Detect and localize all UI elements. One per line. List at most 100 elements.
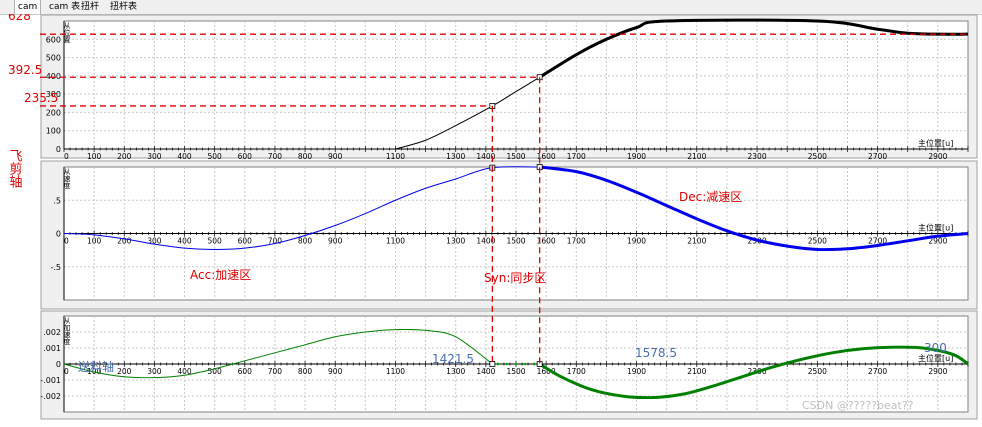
position-x-axis-title: 主位置[u]: [918, 138, 953, 148]
acceleration-x-tick-label: 1700: [567, 367, 586, 376]
tab-torsion-bar[interactable]: 扭杆: [81, 2, 100, 12]
acc-zone-label: Acc:加速区: [190, 268, 251, 282]
velocity-x-tick-label: 300: [147, 237, 162, 246]
position-y-tick-label: 400: [46, 72, 61, 81]
annotation-392-5: 392.5: [8, 63, 42, 77]
velocity-series-thin: [64, 167, 540, 250]
position-x-tick-label: 0: [64, 152, 69, 161]
velocity-x-tick-label: 1300: [446, 237, 465, 246]
velocity-y-tick-label: 0: [56, 230, 61, 239]
velocity-x-tick-label: 400: [177, 237, 192, 246]
annotation-235-5: 235.5: [24, 91, 58, 105]
acceleration-x-tick-label: 1500: [506, 367, 525, 376]
position-x-tick-label: 100: [87, 152, 102, 161]
position-x-tick-label: 2700: [868, 152, 887, 161]
position-y-tick-label: 0: [56, 145, 61, 154]
acceleration-x-axis-title: 主位置[u]: [918, 353, 953, 363]
feed-axis-label: 送料轴: [78, 359, 114, 374]
acceleration-x-tick-label: 1900: [627, 367, 646, 376]
acceleration-x-tick-label: 800: [298, 367, 313, 376]
velocity-x-tick-label: 800: [298, 237, 313, 246]
position-x-tick-label: 400: [177, 152, 192, 161]
velocity-x-tick-label: 100: [87, 237, 102, 246]
velocity-x-tick-label: 1400: [476, 237, 495, 246]
velocity-x-tick-label: 1700: [567, 237, 586, 246]
velocity-y-axis-title: 从速度: [63, 168, 71, 190]
position-x-tick-label: 1500: [506, 152, 525, 161]
position-x-tick-label: 900: [328, 152, 343, 161]
position-x-tick-label: 1400: [476, 152, 495, 161]
acceleration-x-tick-label: 2700: [868, 367, 887, 376]
acceleration-x-tick-label: 1400: [476, 367, 495, 376]
acceleration-x-tick-label: 900: [328, 367, 343, 376]
tab-cam-table[interactable]: cam 表: [49, 2, 81, 12]
position-x-tick-label: 1300: [446, 152, 465, 161]
position-x-tick-label: 2100: [687, 152, 706, 161]
acceleration-zero-marker: [532, 362, 536, 366]
acceleration-x-tick-label: 300: [147, 367, 162, 376]
acceleration-x-tick-label: 100: [87, 367, 102, 376]
acceleration-y-tick-label: .001: [43, 344, 61, 353]
velocity-y-tick-label: -.5: [50, 263, 61, 272]
position-y-tick-label: 200: [46, 108, 61, 117]
position-x-tick-label: 1600: [537, 152, 556, 161]
acceleration-x-tick-label: 1300: [446, 367, 465, 376]
position-y-tick-label: 100: [46, 127, 61, 136]
acceleration-x-tick-label: 400: [177, 367, 192, 376]
acceleration-series-thick: [540, 347, 968, 398]
acceleration-y-tick-label: -.002: [40, 392, 61, 401]
velocity-x-tick-label: 600: [238, 237, 253, 246]
annotation-628: 628: [8, 14, 31, 23]
velocity-y-tick-label: .5: [53, 196, 61, 205]
acceleration-x-tick-label: 1600: [537, 367, 556, 376]
position-x-tick-label: 300: [147, 152, 162, 161]
position-series-thick: [540, 20, 968, 77]
x-label-1578-5: 1578.5: [635, 346, 677, 360]
acceleration-series-thin: [64, 329, 492, 377]
velocity-x-tick-label: 500: [208, 237, 223, 246]
position-x-tick-label: 600: [238, 152, 253, 161]
acceleration-zero-marker: [505, 362, 509, 366]
position-x-tick-label: 2900: [928, 152, 947, 161]
acceleration-x-tick-label: 2500: [808, 367, 827, 376]
acceleration-x-tick-label: 2900: [928, 367, 947, 376]
acceleration-x-tick-label: 1100: [386, 367, 405, 376]
x-label-1421-5: 1421.5: [432, 352, 474, 366]
velocity-x-tick-label: 200: [117, 237, 132, 246]
acceleration-y-tick-label: .002: [43, 328, 61, 337]
acceleration-y-tick-label: -.001: [40, 376, 61, 385]
position-x-tick-label: 2500: [808, 152, 827, 161]
acceleration-y-tick-label: 0: [56, 360, 61, 369]
position-x-tick-label: 700: [268, 152, 283, 161]
tab-bar: cam cam 表 扭杆 扭杆表: [0, 0, 982, 15]
acceleration-zero-marker: [523, 362, 527, 366]
velocity-x-tick-label: 0: [64, 237, 69, 246]
velocity-x-tick-label: 1100: [386, 237, 405, 246]
chart-frame: 0 100 200 300 400 500 600 0 100 200 300 400 500 600 70…: [0, 9, 982, 423]
flying-shear-axis-label: 飞剪轴: [7, 149, 23, 188]
acceleration-zero-marker: [514, 362, 518, 366]
velocity-x-tick-label: 1600: [537, 237, 556, 246]
velocity-panel: -.5 0 .5 0 100 200 300 400 500 600 700 800 900 1100 13…: [40, 160, 978, 310]
tab-cam[interactable]: cam: [14, 0, 42, 14]
motion-profile-charts: 0 100 200 300 400 500 600 0 100 200 300 400 500 600 70…: [7, 9, 978, 420]
acceleration-x-tick-label: 600: [238, 367, 253, 376]
watermark: CSDN @?????beat??: [802, 399, 914, 412]
velocity-x-tick-label: 2700: [868, 237, 887, 246]
tab-torsion-bar-table[interactable]: 扭杆表: [110, 2, 138, 12]
velocity-x-tick-label: 1500: [506, 237, 525, 246]
acceleration-x-tick-label: 200: [117, 367, 132, 376]
acceleration-x-tick-label: 700: [268, 367, 283, 376]
velocity-x-tick-label: 2100: [687, 237, 706, 246]
velocity-x-tick-label: 900: [328, 237, 343, 246]
velocity-x-tick-label: 2900: [928, 237, 947, 246]
acceleration-x-tick-label: 2100: [687, 367, 706, 376]
velocity-x-tick-label: 700: [268, 237, 283, 246]
velocity-x-tick-label: 2500: [808, 237, 827, 246]
acceleration-x-tick-label: 500: [208, 367, 223, 376]
position-x-tick-label: 1900: [627, 152, 646, 161]
acceleration-y-axis-title: 从加速度: [63, 317, 71, 346]
position-y-tick-label: 300: [46, 90, 61, 99]
position-panel: 0 100 200 300 400 500 600 0 100 200 300 400 500 600 70…: [40, 14, 978, 161]
